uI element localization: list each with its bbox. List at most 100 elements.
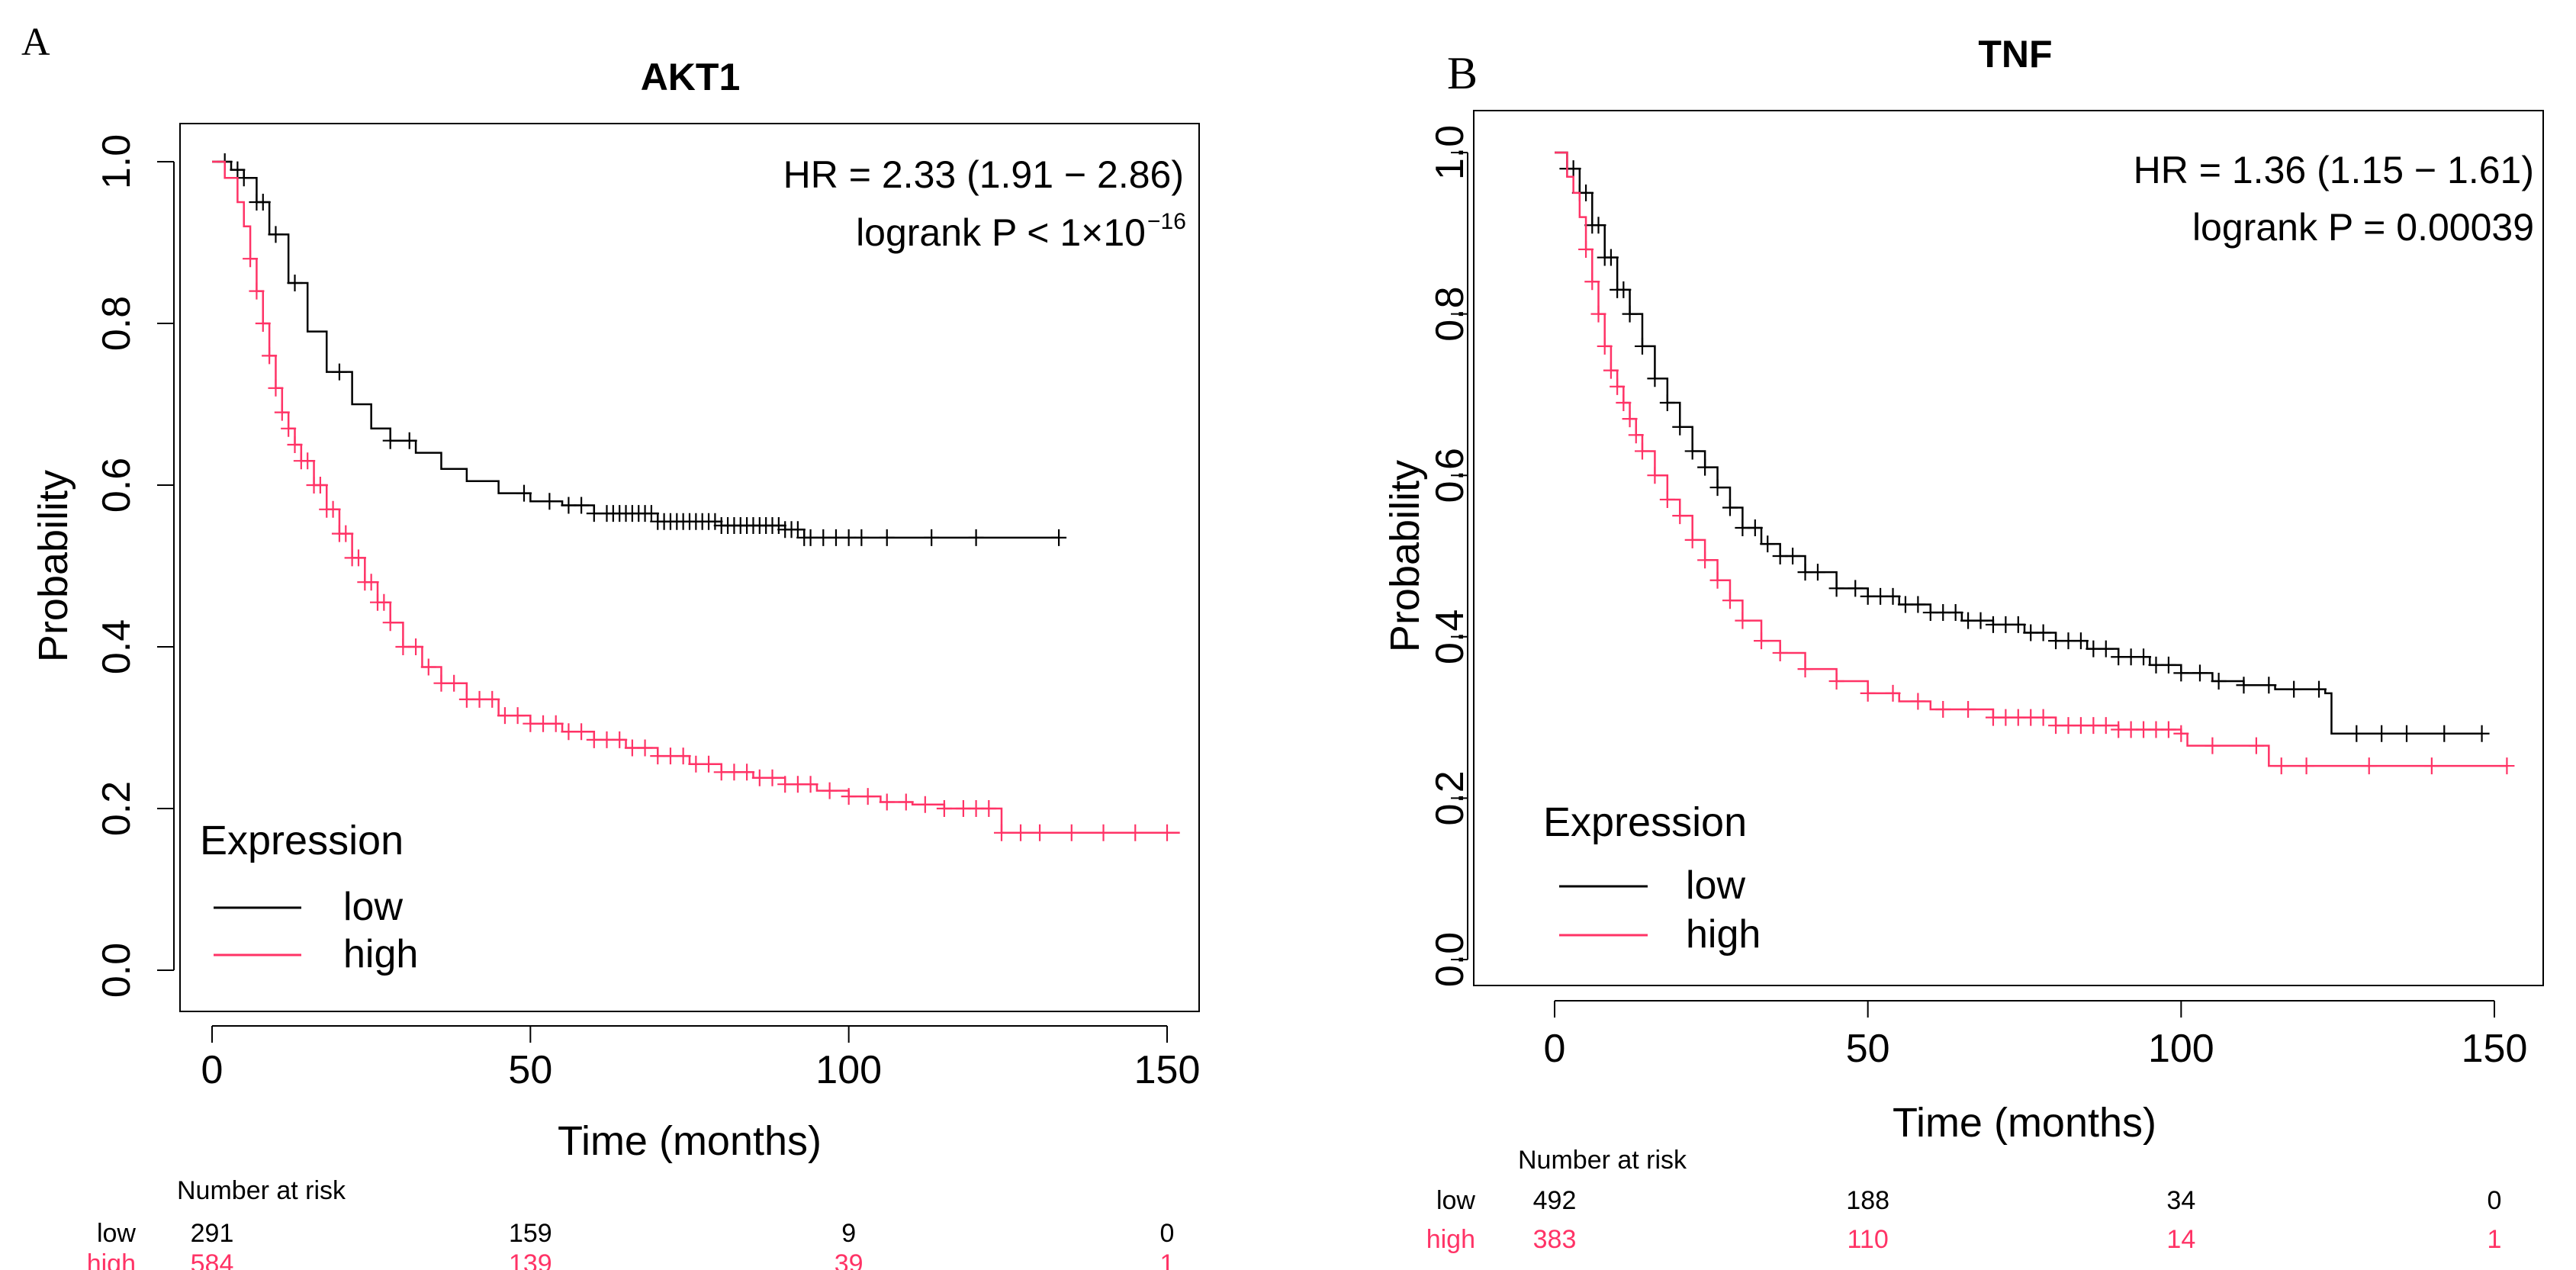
x-tick-label: 100 xyxy=(2148,1027,2214,1071)
censor-mark-high xyxy=(535,715,552,732)
censor-mark-high xyxy=(675,748,691,765)
censor-mark-high xyxy=(599,731,615,748)
risk-count-high: 1 xyxy=(1160,1249,1175,1270)
censor-mark-high xyxy=(420,658,436,676)
risk-count-high: 1 xyxy=(2488,1225,2502,1254)
logrank-annotation: logrank P < 1×10 xyxy=(856,211,1146,254)
censor-mark-low xyxy=(1809,564,1825,581)
censor-mark-low xyxy=(2236,677,2252,694)
risk-count-low: 159 xyxy=(509,1219,552,1248)
censor-mark-high xyxy=(650,748,666,765)
censor-mark-high xyxy=(274,404,290,421)
censor-mark-low xyxy=(574,497,590,514)
censor-mark-low xyxy=(255,194,271,211)
y-tick-label: 0.8 xyxy=(95,296,139,351)
censor-mark-low xyxy=(2349,725,2365,742)
censor-mark-high xyxy=(363,574,379,591)
censor-mark-low xyxy=(1578,184,1594,201)
censor-mark-high xyxy=(1628,426,1644,444)
censor-mark-high xyxy=(376,593,392,611)
censor-mark-low xyxy=(1647,370,1663,387)
censor-mark-high xyxy=(2035,709,2051,726)
censor-mark-high xyxy=(497,707,513,725)
km-panel-akt1: A AKT1 0.0 0.2 0.4 0.6 0.8 1.0 Probability 0 50 100… xyxy=(21,21,1200,1270)
risk-count-low: 291 xyxy=(191,1219,234,1248)
censor-mark-high xyxy=(395,638,411,655)
censor-mark-low xyxy=(1709,479,1725,497)
risk-count-low: 0 xyxy=(2488,1186,2502,1215)
censor-mark-high xyxy=(1935,701,1951,719)
risk-count-high: 14 xyxy=(2166,1225,2195,1254)
censor-mark-low xyxy=(1785,548,1801,564)
risk-count-low: 0 xyxy=(1160,1219,1175,1248)
censor-mark-low xyxy=(828,529,844,546)
censor-mark-high xyxy=(841,788,857,805)
x-tick-label: 100 xyxy=(815,1048,882,1092)
panel-letter-a: A xyxy=(21,21,50,64)
risk-count-high: 110 xyxy=(1848,1225,1889,1254)
censor-mark-high xyxy=(561,723,577,741)
censor-mark-low xyxy=(1590,217,1606,234)
censor-mark-low xyxy=(1722,499,1738,516)
censor-mark-high xyxy=(637,739,653,757)
censor-mark-low xyxy=(707,513,723,530)
censor-mark-high xyxy=(243,250,259,268)
censor-mark-high xyxy=(249,282,265,300)
censor-mark-low xyxy=(2311,680,2327,698)
censor-mark-high xyxy=(1709,571,1725,589)
censor-mark-high xyxy=(1647,467,1663,484)
risk-table-header: Number at risk xyxy=(1518,1146,1687,1175)
plot-frame xyxy=(179,123,1200,1012)
y-tick-label: 0.0 xyxy=(95,943,139,998)
censor-mark-high xyxy=(1610,378,1626,395)
censor-mark-high xyxy=(993,824,1009,841)
x-tick-label: 0 xyxy=(201,1048,224,1092)
censor-mark-high xyxy=(1063,824,1079,841)
x-axis-label: Time (months) xyxy=(1893,1100,2156,1146)
censor-mark-low xyxy=(1760,535,1776,553)
censor-mark-low xyxy=(2173,664,2189,682)
risk-count-low: 34 xyxy=(2166,1186,2195,1215)
censor-mark-high xyxy=(268,379,284,397)
censor-mark-low xyxy=(643,505,659,522)
censor-mark-low xyxy=(1684,442,1700,460)
censor-mark-high xyxy=(2098,717,2114,735)
panel-letter-b: B xyxy=(1447,48,1478,98)
censor-mark-high xyxy=(510,707,526,725)
censor-mark-low xyxy=(516,484,532,502)
censor-mark-low xyxy=(2474,725,2490,742)
censor-mark-low xyxy=(1973,612,1989,629)
risk-count-low: 188 xyxy=(1846,1186,1889,1215)
censor-mark-low xyxy=(924,529,940,546)
censor-mark-low xyxy=(1634,337,1650,355)
censor-mark-high xyxy=(325,500,341,518)
censor-mark-high xyxy=(790,776,806,793)
censor-mark-high xyxy=(739,764,755,781)
censor-mark-high xyxy=(1860,684,1876,702)
censor-mark-high xyxy=(350,549,366,567)
censor-mark-low xyxy=(382,432,398,449)
chart-title: TNF xyxy=(1978,33,2052,76)
censor-mark-high xyxy=(446,674,462,692)
censor-mark-high xyxy=(458,690,474,708)
censor-mark-low xyxy=(1947,604,1963,622)
censor-mark-low xyxy=(331,363,347,381)
censor-mark-high xyxy=(701,755,717,773)
y-tick-label: 0.2 xyxy=(1428,770,1472,825)
censor-mark-high xyxy=(574,723,590,741)
censor-mark-high xyxy=(1590,305,1606,323)
censor-mark-low xyxy=(1603,249,1619,266)
x-tick-label: 150 xyxy=(1134,1048,1201,1092)
censor-mark-high xyxy=(1013,824,1029,841)
censor-mark-high xyxy=(2423,757,2439,775)
censor-mark-high xyxy=(917,796,933,813)
legend-title: Expression xyxy=(1543,799,1747,845)
legend-label-low: low xyxy=(1686,863,1745,908)
censor-mark-high xyxy=(1616,394,1632,411)
censor-mark-high xyxy=(688,755,704,773)
censor-mark-high xyxy=(1684,531,1700,548)
y-tick-label: 0.2 xyxy=(95,781,139,836)
censor-mark-high xyxy=(1634,442,1650,460)
legend-label-low: low xyxy=(343,885,403,929)
